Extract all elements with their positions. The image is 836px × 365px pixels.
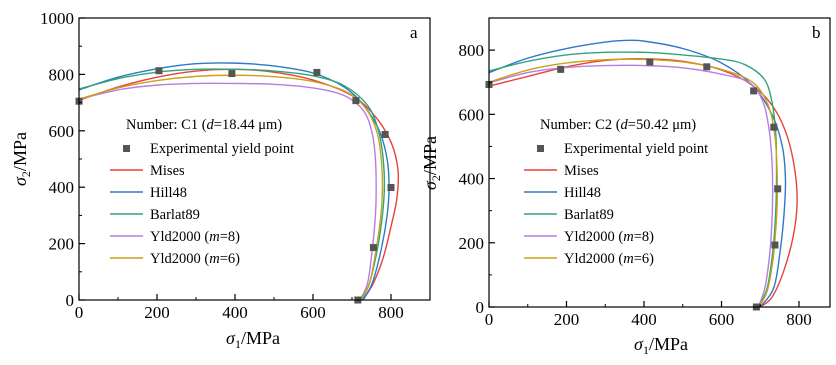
experimental-point	[155, 67, 163, 75]
experimental-point	[750, 87, 758, 95]
legend-label: Barlat89	[150, 207, 200, 223]
x-tick-label: 600	[709, 310, 735, 329]
y-axis-title: σ2/MPa	[420, 136, 443, 190]
experimental-point	[703, 63, 711, 71]
panel-label: a	[410, 23, 418, 42]
experimental-point	[771, 241, 779, 249]
experimental-point	[228, 70, 236, 78]
sample-info: Number: C2 (d=50.42 μm)	[540, 117, 696, 133]
panel-label: b	[812, 23, 821, 42]
y-tick-label: 800	[459, 41, 485, 60]
x-tick-label: 800	[786, 310, 812, 329]
series-line-0-0	[79, 68, 400, 300]
series-line-1-2	[489, 51, 778, 307]
legend-label: Barlat89	[564, 207, 614, 223]
experimental-point	[352, 97, 360, 105]
x-tick-label: 600	[300, 303, 326, 322]
x-tick-label: 200	[554, 310, 580, 329]
y-tick-label: 600	[459, 105, 485, 124]
x-tick-label: 400	[222, 303, 248, 322]
y-tick-label: 200	[49, 235, 75, 254]
y-tick-label: 400	[49, 178, 75, 197]
legend-label: Yld2000 (m=6)	[564, 251, 654, 267]
legend-label: Experimental yield point	[564, 141, 708, 157]
y-axis-title: σ2/MPa	[10, 132, 33, 186]
legend: Experimental yield point Mises Hill48 Barla…	[524, 141, 708, 267]
y-tick-label: 0	[66, 291, 75, 310]
legend-label: Hill48	[150, 185, 187, 201]
experimental-point	[313, 68, 321, 76]
series-line-1-3	[489, 64, 774, 307]
legend-label: Mises	[564, 163, 599, 179]
x-tick-label: 800	[378, 303, 404, 322]
experimental-point	[646, 58, 654, 66]
sample-info: Number: C1 (d=18.44 μm)	[126, 117, 282, 133]
plot-frame	[488, 17, 831, 308]
y-tick-label: 800	[49, 65, 75, 84]
legend-marker	[537, 145, 544, 152]
y-tick-label: 1000	[40, 9, 74, 28]
legend-marker	[123, 145, 130, 152]
legend-label: Mises	[150, 163, 185, 179]
series-line-1-4	[489, 58, 779, 307]
legend-label: Hill48	[564, 185, 601, 201]
experimental-point	[557, 65, 565, 73]
legend-label: Yld2000 (m=8)	[564, 229, 654, 245]
x-tick-label: 0	[485, 310, 494, 329]
x-axis-title: σ1/MPa	[634, 334, 688, 357]
y-tick-label: 400	[459, 170, 485, 189]
series-line-0-1	[79, 62, 390, 300]
legend-label: Yld2000 (m=8)	[150, 229, 240, 245]
series-line-0-4	[79, 74, 384, 300]
x-axis-title: σ1/MPa	[226, 328, 280, 351]
y-tick-label: 200	[459, 234, 485, 253]
series-line-1-1	[489, 39, 787, 307]
legend-label: Experimental yield point	[150, 141, 294, 157]
legend-label: Yld2000 (m=6)	[150, 251, 240, 267]
y-tick-label: 600	[49, 122, 75, 141]
x-tick-label: 0	[75, 303, 84, 322]
y-tick-label: 0	[476, 298, 485, 317]
experimental-point	[774, 185, 782, 193]
experimental-point	[381, 130, 389, 138]
experimental-point	[369, 244, 377, 252]
x-tick-label: 200	[144, 303, 170, 322]
experimental-point	[387, 183, 395, 191]
chart-panel-b: 0 200 400 600 800 0 200 400 600 800 b σ1/MPa σ2/MPa N…	[420, 17, 831, 357]
series-line-0-2	[79, 68, 386, 300]
experimental-point	[770, 123, 778, 131]
series-line-1-0	[489, 58, 798, 307]
chart-panel-a: 0 200 400 600 800 0 200 400 600 800 1000 a σ1/MPa σ2/…	[10, 9, 431, 351]
legend: Experimental yield point Mises Hill48 Barla…	[110, 141, 294, 267]
x-tick-label: 400	[631, 310, 657, 329]
